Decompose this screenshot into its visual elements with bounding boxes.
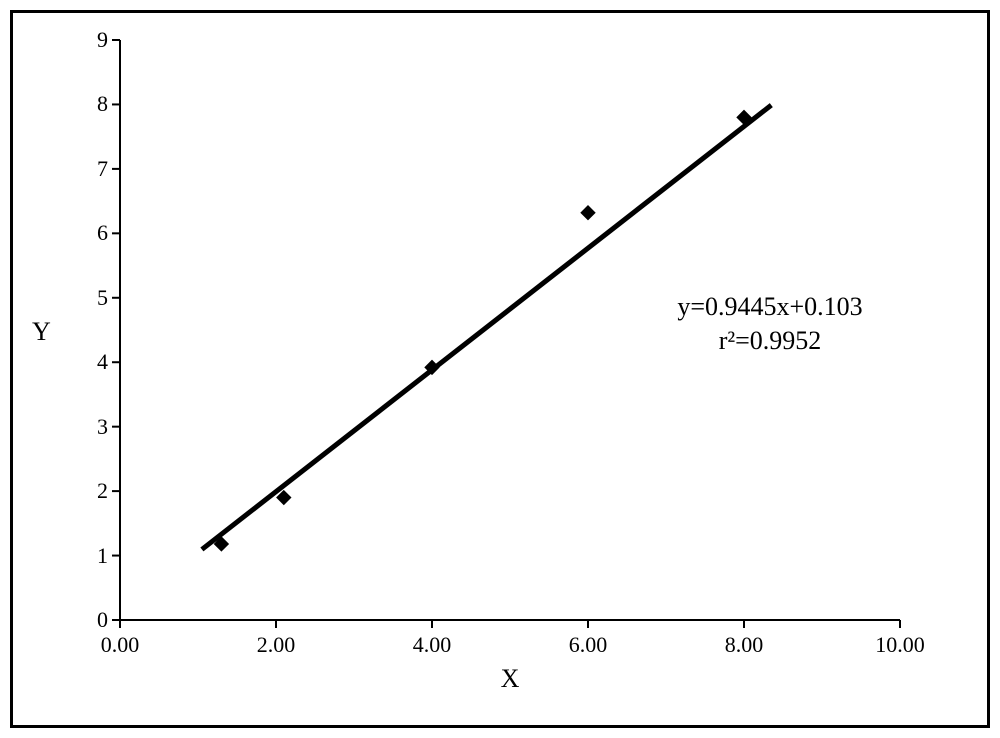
y-tick-label: 8 bbox=[68, 91, 108, 117]
equation-text: y=0.9445x+0.103 bbox=[620, 290, 920, 324]
y-tick-label: 1 bbox=[68, 543, 108, 569]
y-tick-label: 4 bbox=[68, 349, 108, 375]
y-tick-label: 3 bbox=[68, 414, 108, 440]
y-tick-label: 2 bbox=[68, 478, 108, 504]
data-point bbox=[581, 206, 595, 220]
data-point bbox=[277, 491, 291, 505]
x-tick-label: 0.00 bbox=[80, 632, 160, 658]
x-tick-label: 4.00 bbox=[392, 632, 472, 658]
y-tick-label: 7 bbox=[68, 156, 108, 182]
x-tick-label: 8.00 bbox=[704, 632, 784, 658]
y-tick-label: 6 bbox=[68, 220, 108, 246]
x-tick-label: 6.00 bbox=[548, 632, 628, 658]
data-point bbox=[214, 537, 228, 551]
r-squared-text: r²=0.9952 bbox=[620, 324, 920, 358]
y-tick-label: 0 bbox=[68, 607, 108, 633]
x-axis-title: X bbox=[480, 664, 540, 694]
data-point bbox=[425, 360, 439, 374]
regression-annotation: y=0.9445x+0.103 r²=0.9952 bbox=[620, 290, 920, 358]
y-axis-title: Y bbox=[32, 317, 51, 347]
data-point bbox=[737, 110, 751, 124]
y-tick-label: 9 bbox=[68, 27, 108, 53]
x-tick-label: 10.00 bbox=[860, 632, 940, 658]
y-tick-label: 5 bbox=[68, 285, 108, 311]
x-tick-label: 2.00 bbox=[236, 632, 316, 658]
